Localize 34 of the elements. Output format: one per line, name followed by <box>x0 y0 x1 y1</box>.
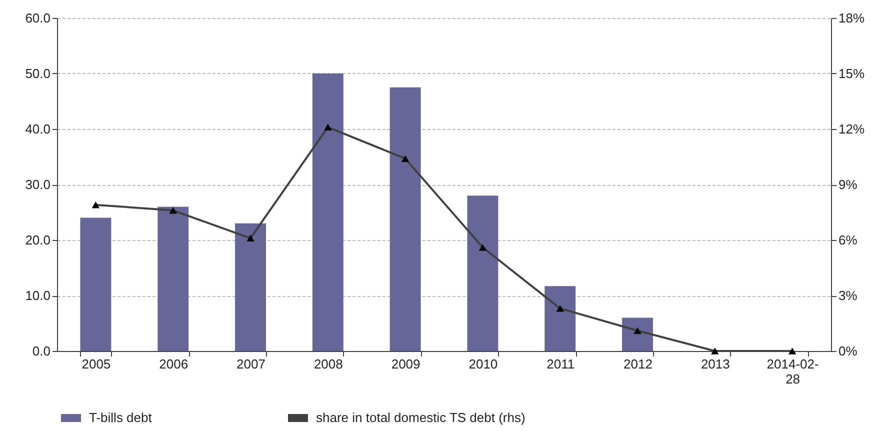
y2-tick-label: 9% <box>838 177 858 192</box>
x-tick-label: 2010 <box>468 356 498 372</box>
bar <box>158 206 189 351</box>
x-tick-label: 2005 <box>82 356 111 372</box>
y-tick-label: 30.0 <box>25 177 50 192</box>
y-tick-label: 10.0 <box>25 288 50 303</box>
y2-tick-label: 18% <box>838 10 865 26</box>
y-tick-label: 40.0 <box>25 122 50 136</box>
bar <box>80 218 112 351</box>
x-tick-label: 2009 <box>391 356 420 372</box>
y-tick-label: 20.0 <box>25 232 50 248</box>
x-tick-label: 2006 <box>159 356 188 372</box>
y2-tick-label: 15% <box>838 66 865 81</box>
y2-tick-label: 6% <box>838 232 858 248</box>
bar <box>544 286 576 351</box>
bar <box>622 318 653 351</box>
legend-label: T-bills debt <box>89 410 152 425</box>
bar <box>467 196 498 351</box>
y2-tick-label: 3% <box>838 288 858 303</box>
legend-label: share in total domestic TS debt (rhs) <box>316 410 526 425</box>
x-tick-label: 2011 <box>546 356 575 372</box>
bar <box>235 223 266 351</box>
x-tick-label: 2008 <box>314 356 343 372</box>
y-tick-label: 0.0 <box>32 344 50 358</box>
x-tick-label: 2014-02-28 <box>766 356 819 386</box>
bar <box>390 87 421 351</box>
x-tick-label: 2013 <box>700 356 730 372</box>
x-tick-label: 2012 <box>624 356 652 372</box>
y2-tick-label: 0% <box>838 344 858 358</box>
bar <box>312 74 344 351</box>
x-tick-label: 2007 <box>236 356 266 372</box>
y-tick-label: 60.0 <box>25 10 50 26</box>
y-tick-label: 50.0 <box>25 66 50 81</box>
y2-tick-label: 12% <box>838 122 865 136</box>
